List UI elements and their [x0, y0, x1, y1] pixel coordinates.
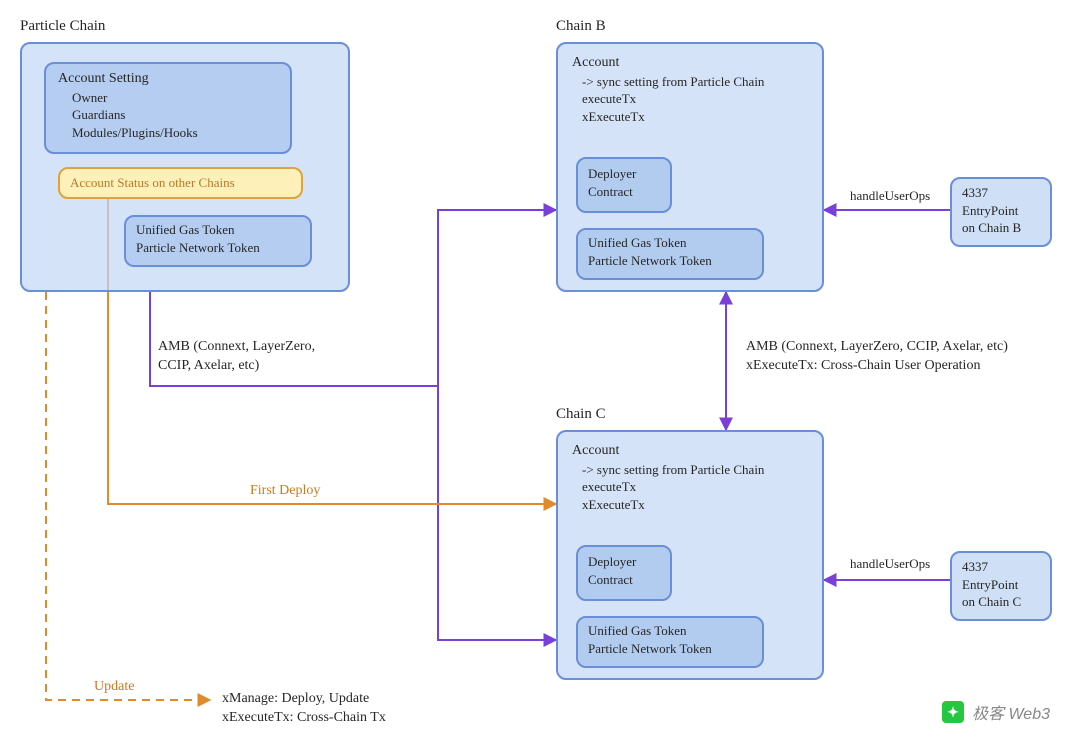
entrypoint-b-l1: 4337	[962, 184, 1040, 202]
entrypoint-b-box: 4337 EntryPoint on Chain B	[950, 177, 1052, 247]
particle-token-line2: Particle Network Token	[136, 239, 300, 257]
chain-b-token-box: Unified Gas Token Particle Network Token	[576, 228, 764, 280]
account-setting-item-2: Modules/Plugins/Hooks	[72, 124, 278, 142]
watermark: ✦ 极客 Web3	[942, 700, 1050, 724]
edge-label-first-deploy: First Deploy	[250, 482, 320, 501]
entrypoint-b-l2: EntryPoint	[962, 202, 1040, 220]
particle-token-line1: Unified Gas Token	[136, 221, 300, 239]
chain-b-line-2: xExecuteTx	[582, 108, 808, 126]
chain-b-line-1: executeTx	[582, 90, 808, 108]
bottom-text-l1: xManage: Deploy, Update	[222, 690, 386, 709]
chain-b-line-0: -> sync setting from Particle Chain	[582, 73, 808, 91]
entrypoint-c-l3: on Chain C	[962, 593, 1040, 611]
entrypoint-c-l1: 4337	[962, 558, 1040, 576]
chain-c-token-l1: Unified Gas Token	[588, 622, 752, 640]
title-chain-c: Chain C	[556, 406, 606, 423]
edge-label-update: Update	[94, 678, 134, 697]
chain-c-deployer: Deployer Contract	[576, 545, 672, 601]
chain-c-line-0: -> sync setting from Particle Chain	[582, 461, 808, 479]
account-setting-item-0: Owner	[72, 89, 278, 107]
bottom-text-l2: xExecuteTx: Cross-Chain Tx	[222, 709, 386, 728]
chain-b-token-l2: Particle Network Token	[588, 252, 752, 270]
chain-c-deployer-l2: Contract	[588, 571, 660, 589]
chain-c-account-title: Account	[572, 442, 808, 461]
chain-b-token-l1: Unified Gas Token	[588, 234, 752, 252]
entrypoint-c-box: 4337 EntryPoint on Chain C	[950, 551, 1052, 621]
particle-token-box: Unified Gas Token Particle Network Token	[124, 215, 312, 267]
edge-amb-branch-c	[438, 386, 556, 640]
account-setting-item-1: Guardians	[72, 106, 278, 124]
bottom-text: xManage: Deploy, Update xExecuteTx: Cros…	[222, 690, 386, 728]
chain-c-deployer-l1: Deployer	[588, 553, 660, 571]
edge-label-handle-c: handleUserOps	[850, 555, 930, 573]
title-chain-b: Chain B	[556, 18, 606, 35]
account-status-text: Account Status on other Chains	[70, 174, 235, 192]
chain-b-deployer-l2: Contract	[588, 183, 660, 201]
edge-label-bc: AMB (Connext, LayerZero, CCIP, Axelar, e…	[746, 338, 1008, 376]
chain-c-token-l2: Particle Network Token	[588, 640, 752, 658]
chain-b-deployer: Deployer Contract	[576, 157, 672, 213]
wechat-icon: ✦	[942, 701, 964, 723]
chain-b-deployer-l1: Deployer	[588, 165, 660, 183]
entrypoint-b-l3: on Chain B	[962, 219, 1040, 237]
chain-b-account-title: Account	[572, 54, 808, 73]
watermark-text: 极客 Web3	[972, 700, 1050, 724]
edge-label-amb: AMB (Connext, LayerZero, CCIP, Axelar, e…	[158, 338, 315, 376]
edge-label-handle-b: handleUserOps	[850, 187, 930, 205]
chain-c-line-1: executeTx	[582, 478, 808, 496]
account-setting-box: Account Setting Owner Guardians Modules/…	[44, 62, 292, 154]
entrypoint-c-l2: EntryPoint	[962, 576, 1040, 594]
title-particle-chain: Particle Chain	[20, 18, 105, 35]
account-status-box: Account Status on other Chains	[58, 167, 303, 199]
account-setting-title: Account Setting	[58, 70, 278, 89]
chain-c-token-box: Unified Gas Token Particle Network Token	[576, 616, 764, 668]
chain-c-line-2: xExecuteTx	[582, 496, 808, 514]
